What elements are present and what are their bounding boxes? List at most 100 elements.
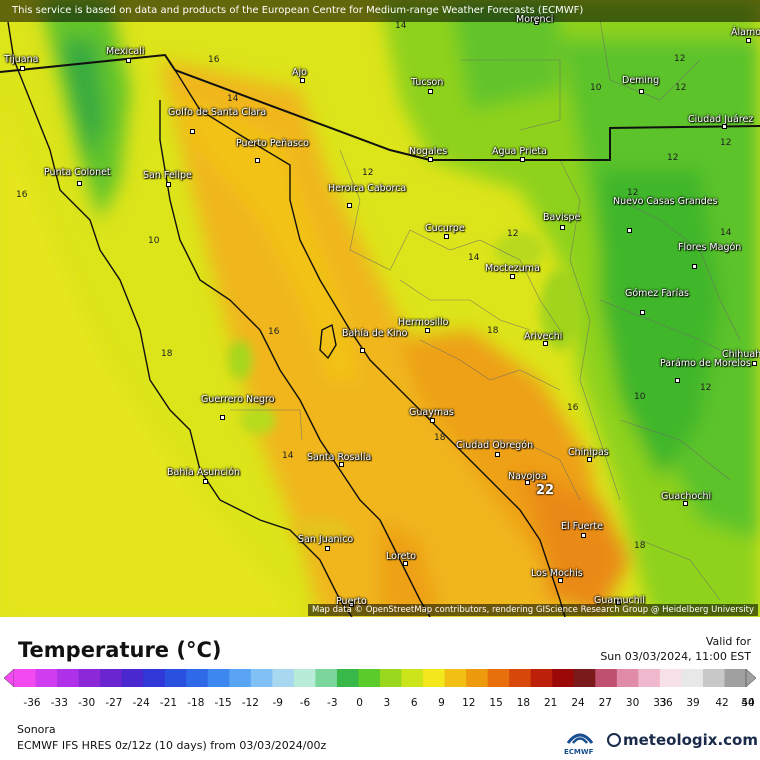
city-label: Hermosillo bbox=[398, 317, 449, 328]
city-marker bbox=[325, 546, 330, 551]
city-label: Nuevo Casas Grandes bbox=[613, 196, 718, 207]
colorbar-tick-label: 24 bbox=[571, 697, 585, 709]
legend-panel: Temperature (°C) Valid for Sun 03/03/202… bbox=[0, 617, 760, 760]
colorbar-swatch bbox=[702, 669, 725, 687]
isoline-label: 18 bbox=[161, 349, 173, 359]
city-marker bbox=[20, 66, 25, 71]
isoline-label: 18 bbox=[434, 433, 446, 443]
legend-title: Temperature (°C) bbox=[18, 638, 222, 662]
colorbar-swatch bbox=[35, 669, 58, 687]
city-marker bbox=[587, 457, 592, 462]
city-label: Tijuana bbox=[4, 54, 39, 65]
colorbar-swatch bbox=[724, 669, 747, 687]
colorbar-swatch bbox=[315, 669, 338, 687]
colorbar-swatch bbox=[121, 669, 144, 687]
isoline-label: 16 bbox=[567, 403, 579, 413]
colorbar-swatch bbox=[272, 669, 295, 687]
city-label: Cucurpe bbox=[425, 223, 465, 234]
isoline-label: 12 bbox=[720, 138, 732, 148]
colorbar-tick-label: -30 bbox=[78, 697, 96, 709]
city-marker bbox=[510, 274, 515, 279]
ecmwf-logo-icon[interactable] bbox=[560, 725, 600, 757]
city-label: Agua Prieta bbox=[492, 146, 547, 157]
isoline-label: 16 bbox=[268, 327, 280, 337]
colorbar-tick-label: 27 bbox=[598, 697, 612, 709]
colorbar-tick-label: -9 bbox=[272, 697, 283, 709]
isoline-label: 12 bbox=[675, 83, 687, 93]
city-marker bbox=[616, 600, 621, 605]
city-marker bbox=[403, 561, 408, 566]
city-marker bbox=[640, 310, 645, 315]
colorbar-tick-label: 50 bbox=[741, 697, 755, 709]
isoline-label: 12 bbox=[362, 168, 374, 178]
city-marker bbox=[347, 203, 352, 208]
meteologix-brand: meteologix.com bbox=[623, 731, 758, 749]
city-label: Los Mochis bbox=[531, 568, 583, 579]
weather-map[interactable]: This service is based on data and produc… bbox=[0, 0, 760, 617]
isoline-label: 16 bbox=[16, 190, 28, 200]
colorbar-swatch bbox=[487, 669, 510, 687]
meteologix-logo[interactable]: meteologix.com bbox=[607, 731, 758, 749]
city-label: Álamo bbox=[731, 27, 760, 38]
colorbar-tick-label: 42 bbox=[715, 697, 729, 709]
city-label: Chínipas bbox=[568, 447, 609, 458]
colorbar-swatch bbox=[207, 669, 230, 687]
colorbar-tick-label: -27 bbox=[105, 697, 123, 709]
city-label: Loreto bbox=[386, 551, 417, 562]
city-label: Ciudad Obregón bbox=[456, 440, 534, 451]
colorbar-swatch bbox=[293, 669, 316, 687]
city-marker bbox=[428, 157, 433, 162]
ecmwf-logo-text: ECMWF bbox=[564, 748, 594, 756]
city-label: Ciudad Juárez bbox=[688, 114, 754, 125]
city-marker bbox=[560, 225, 565, 230]
isoline-label: 18 bbox=[634, 541, 646, 551]
city-marker bbox=[220, 415, 225, 420]
colorbar-tick-label: -36 bbox=[23, 697, 41, 709]
isoline-label: 14 bbox=[395, 21, 407, 31]
colorbar-tick-label: 18 bbox=[516, 697, 531, 709]
meteologix-mark-icon bbox=[607, 733, 621, 747]
colorbar-tick-label: -6 bbox=[299, 697, 311, 709]
colorbar-tick-label: 9 bbox=[438, 697, 445, 709]
isoline-label: 10 bbox=[590, 83, 602, 93]
colorbar-swatch bbox=[380, 669, 403, 687]
colorbar-swatch bbox=[423, 669, 446, 687]
colorbar-tick-label: -18 bbox=[187, 697, 205, 709]
isoline-label: 14 bbox=[468, 253, 480, 263]
colorbar-swatch bbox=[659, 669, 682, 687]
city-label: Golfo de Santa Clara bbox=[168, 107, 267, 118]
city-label: Guamuchil bbox=[594, 595, 646, 606]
isoline-label: 12 bbox=[627, 188, 639, 198]
colorbar-swatch bbox=[164, 669, 187, 687]
city-label: Chihuahua bbox=[722, 349, 760, 360]
city-marker bbox=[203, 479, 208, 484]
city-marker bbox=[675, 378, 680, 383]
max-temp-label: 22 bbox=[536, 483, 555, 498]
colorbar-swatch bbox=[229, 669, 252, 687]
colorbar-tick-label: 6 bbox=[410, 697, 418, 709]
colorbar-tick-label: -21 bbox=[159, 697, 178, 709]
city-label: Flores Magón bbox=[678, 242, 742, 253]
isoline-label: 14 bbox=[282, 451, 294, 461]
colorbar-tick-label: 39 bbox=[686, 697, 700, 709]
colorbar-tick-label: -15 bbox=[214, 697, 232, 709]
colorbar-tick-label: 33 bbox=[653, 697, 667, 709]
colorbar-swatch bbox=[143, 669, 166, 687]
city-marker bbox=[430, 418, 435, 423]
map-attribution[interactable]: Map data © OpenStreetMap contributors, r… bbox=[308, 604, 758, 616]
temperature-colorbar bbox=[4, 669, 756, 687]
colorbar-swatch bbox=[509, 669, 532, 687]
city-label: Tucson bbox=[411, 77, 444, 88]
isoline-label: 10 bbox=[634, 392, 646, 402]
city-label: Guerrero Negro bbox=[201, 394, 275, 405]
city-marker bbox=[300, 78, 305, 83]
city-marker bbox=[543, 341, 548, 346]
colorbar-swatch bbox=[14, 669, 37, 687]
city-label: Puerto Peñasco bbox=[236, 138, 309, 149]
isoline-label: 18 bbox=[487, 326, 499, 336]
colorbar-swatch bbox=[444, 669, 467, 687]
model-info: ECMWF IFS HRES 0z/12z (10 days) from 03/… bbox=[17, 739, 327, 752]
city-marker bbox=[190, 129, 195, 134]
city-marker bbox=[495, 452, 500, 457]
colorbar-swatch bbox=[57, 669, 80, 687]
